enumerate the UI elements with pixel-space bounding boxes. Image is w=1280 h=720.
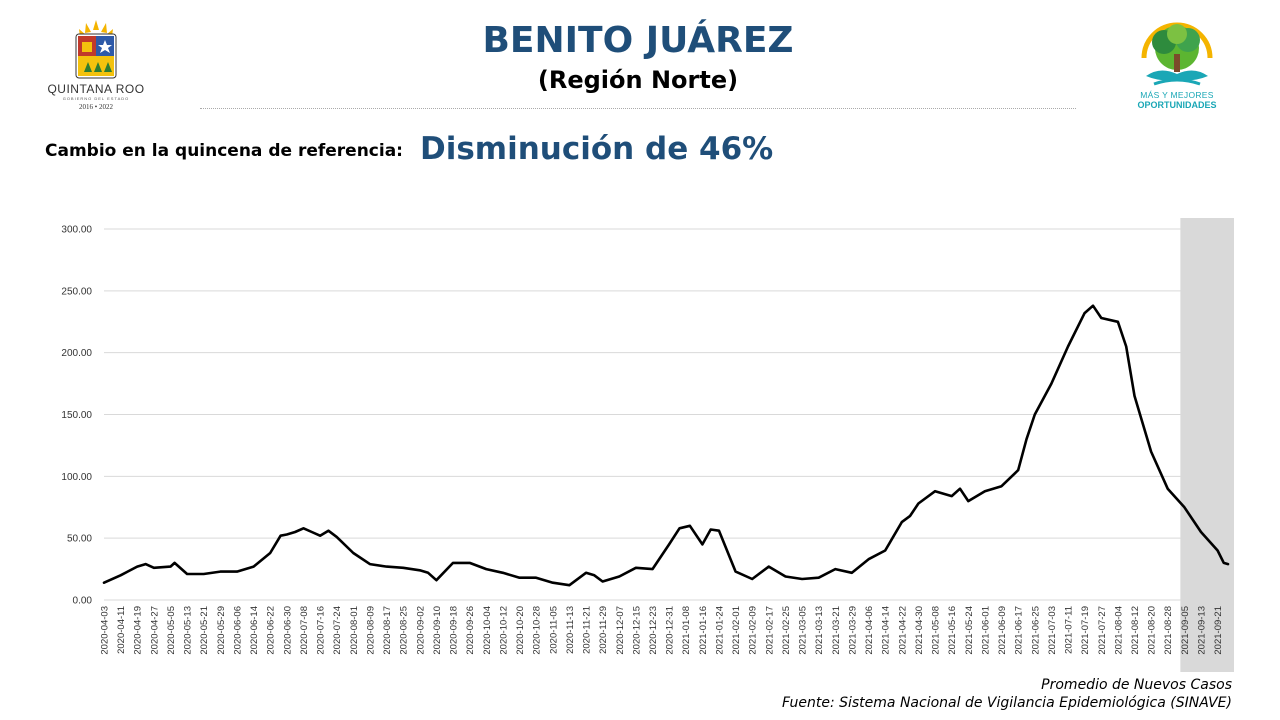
x-tick-label: 2020-10-20 <box>515 606 526 655</box>
x-tick-label: 2021-08-04 <box>1113 606 1124 655</box>
x-tick-label: 2021-07-03 <box>1047 606 1058 655</box>
x-tick-label: 2020-09-10 <box>432 606 443 655</box>
page-title: BENITO JUÁREZ <box>482 20 794 61</box>
logo-left-years: 2016 • 2022 <box>79 103 113 111</box>
x-tick-label: 2021-02-25 <box>781 606 792 655</box>
legend-label: Promedio de Nuevos Casos <box>1041 677 1232 693</box>
coat-of-arms-icon <box>75 20 117 79</box>
x-tick-label: 2021-08-12 <box>1130 606 1141 655</box>
x-tick-label: 2021-01-16 <box>698 606 709 655</box>
x-tick-label: 2020-06-22 <box>266 606 277 655</box>
x-tick-label: 2021-02-17 <box>764 606 775 655</box>
x-tick-label: 2021-01-08 <box>681 606 692 655</box>
y-tick-label: 100.00 <box>61 472 92 483</box>
x-tick-label: 2020-05-05 <box>166 606 177 655</box>
x-tick-label: 2021-07-19 <box>1080 606 1091 655</box>
x-tick-label: 2021-06-17 <box>1014 606 1025 655</box>
shaded-range <box>1180 218 1234 672</box>
x-tick-label: 2020-06-06 <box>232 606 243 655</box>
x-tick-label: 2021-09-05 <box>1180 606 1191 655</box>
logo-right-line1: MÁS Y MEJORES <box>1140 90 1214 100</box>
x-tick-label: 2021-08-20 <box>1147 606 1158 655</box>
x-tick-label: 2021-04-30 <box>914 606 925 655</box>
x-tick-label: 2021-03-13 <box>814 606 825 655</box>
y-tick-label: 0.00 <box>73 596 93 607</box>
x-tick-label: 2020-07-16 <box>316 606 327 655</box>
x-tick-label: 2020-12-23 <box>648 606 659 655</box>
x-tick-label: 2021-05-16 <box>947 606 958 655</box>
y-tick-label: 200.00 <box>61 348 92 359</box>
oportunidades-logo: MÁS Y MEJORES OPORTUNIDADES <box>1122 18 1232 114</box>
x-tick-label: 2021-09-21 <box>1213 606 1224 655</box>
x-tick-label: 2020-04-03 <box>100 606 111 655</box>
x-tick-label: 2021-04-14 <box>881 606 892 655</box>
logo-right-line2: OPORTUNIDADES <box>1137 100 1217 110</box>
x-tick-label: 2020-11-05 <box>548 606 559 654</box>
x-tick-label: 2021-03-21 <box>831 606 842 655</box>
x-tick-label: 2020-11-21 <box>582 606 593 654</box>
x-tick-label: 2021-05-08 <box>931 606 942 655</box>
x-tick-label: 2020-05-29 <box>216 606 227 655</box>
change-label: Cambio en la quincena de referencia: <box>45 141 403 161</box>
source-note: Fuente: Sistema Nacional de Vigilancia E… <box>782 695 1232 711</box>
y-tick-label: 250.00 <box>61 286 92 297</box>
x-tick-label: 2020-04-27 <box>149 606 160 655</box>
x-tick-label: 2020-10-28 <box>532 606 543 655</box>
change-value: Disminución de 46% <box>420 131 774 167</box>
x-tick-label: 2021-06-09 <box>997 606 1008 655</box>
x-tick-label: 2020-12-15 <box>631 606 642 655</box>
x-tick-label: 2021-06-01 <box>980 606 991 655</box>
x-tick-label: 2021-05-24 <box>964 606 975 655</box>
y-tick-label: 50.00 <box>67 534 92 545</box>
x-tick-label: 2020-08-25 <box>399 606 410 655</box>
x-tick-label: 2021-04-22 <box>897 606 908 655</box>
x-tick-label: 2020-07-24 <box>332 606 343 655</box>
page-subtitle: (Región Norte) <box>537 66 739 94</box>
x-tick-label: 2020-12-31 <box>665 606 676 655</box>
x-tick-label: 2020-08-09 <box>365 606 376 655</box>
x-tick-label: 2020-12-07 <box>615 606 626 655</box>
x-tick-label: 2020-06-14 <box>249 606 260 655</box>
x-tick-label: 2020-09-18 <box>449 606 460 655</box>
x-tick-label: 2020-11-13 <box>565 606 576 654</box>
x-tick-label: 2020-08-01 <box>349 606 360 655</box>
x-tick-label: 2020-10-04 <box>482 606 493 655</box>
x-tick-label: 2021-06-25 <box>1030 606 1041 655</box>
x-tick-label: 2021-02-01 <box>731 606 742 655</box>
x-tick-label: 2021-01-24 <box>714 606 725 655</box>
x-tick-label: 2021-03-29 <box>847 606 858 655</box>
logo-left-sub: GOBIERNO DEL ESTADO <box>62 96 130 101</box>
x-tick-label: 2020-06-30 <box>282 606 293 655</box>
header-divider <box>200 108 1076 109</box>
x-tick-label: 2021-08-28 <box>1163 606 1174 655</box>
x-tick-label: 2021-03-05 <box>798 606 809 655</box>
x-tick-label: 2020-10-12 <box>498 606 509 655</box>
x-tick-label: 2020-09-26 <box>465 606 476 655</box>
x-tick-label: 2021-07-27 <box>1097 606 1108 655</box>
x-tick-label: 2021-02-09 <box>748 606 759 655</box>
series-line <box>102 304 1230 587</box>
logo-left-name: QUINTANA ROO <box>47 82 145 96</box>
y-tick-label: 150.00 <box>61 410 92 421</box>
x-tick-label: 2020-04-11 <box>116 606 127 654</box>
x-tick-label: 2020-07-08 <box>299 606 310 655</box>
x-tick-label: 2021-07-11 <box>1064 606 1075 654</box>
x-tick-label: 2021-04-06 <box>864 606 875 655</box>
quintana-roo-logo: QUINTANA ROO GOBIERNO DEL ESTADO 2016 • … <box>40 18 152 114</box>
x-tick-label: 2020-04-19 <box>133 606 144 655</box>
x-tick-label: 2021-09-13 <box>1196 606 1207 655</box>
x-tick-label: 2020-08-17 <box>382 606 393 655</box>
x-tick-label: 2020-11-29 <box>598 606 609 654</box>
tree-icon <box>1141 22 1213 86</box>
x-tick-label: 2020-05-21 <box>199 606 210 655</box>
y-tick-label: 300.00 <box>61 225 92 236</box>
x-tick-label: 2020-05-13 <box>183 606 194 655</box>
x-tick-label: 2020-09-02 <box>415 606 426 655</box>
